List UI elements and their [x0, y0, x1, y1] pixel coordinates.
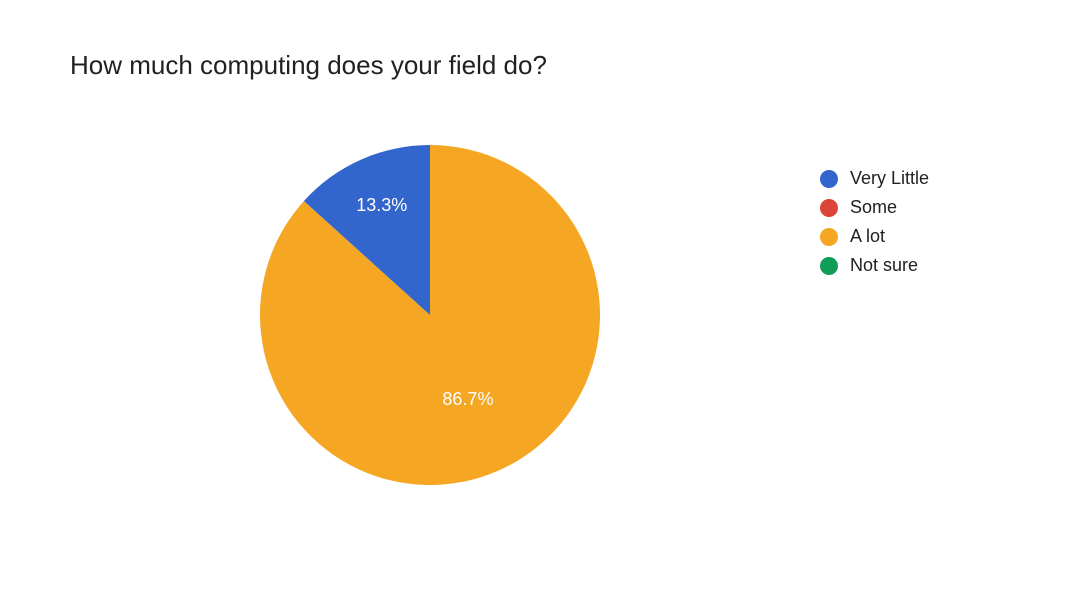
- legend-swatch: [820, 199, 838, 217]
- pie-chart: 86.7% 13.3%: [260, 145, 600, 485]
- legend-item: Some: [820, 197, 929, 218]
- legend-swatch: [820, 228, 838, 246]
- legend-swatch: [820, 170, 838, 188]
- slice-label: 86.7%: [442, 389, 493, 409]
- chart-title: How much computing does your field do?: [70, 50, 547, 81]
- legend-item: Not sure: [820, 255, 929, 276]
- pie-svg: 86.7% 13.3%: [260, 145, 600, 485]
- legend-item: A lot: [820, 226, 929, 247]
- legend: Very Little Some A lot Not sure: [820, 168, 929, 284]
- legend-swatch: [820, 257, 838, 275]
- legend-item: Very Little: [820, 168, 929, 189]
- legend-label: A lot: [850, 226, 885, 247]
- legend-label: Very Little: [850, 168, 929, 189]
- legend-label: Not sure: [850, 255, 918, 276]
- slice-label: 13.3%: [356, 195, 407, 215]
- legend-label: Some: [850, 197, 897, 218]
